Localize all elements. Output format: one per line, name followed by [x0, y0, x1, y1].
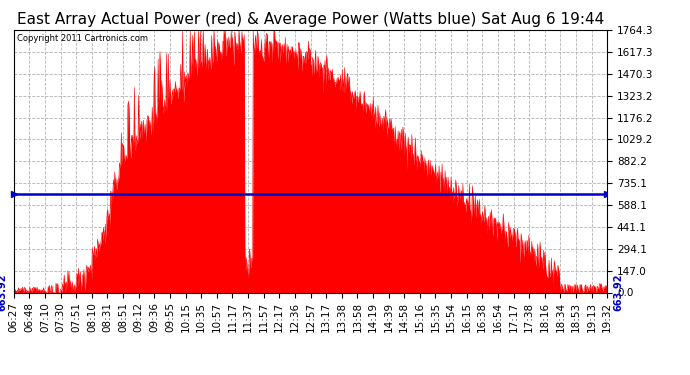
Text: 663.92: 663.92	[0, 274, 8, 311]
Text: 663.92: 663.92	[613, 274, 623, 311]
Text: Copyright 2011 Cartronics.com: Copyright 2011 Cartronics.com	[17, 34, 148, 43]
Title: East Array Actual Power (red) & Average Power (Watts blue) Sat Aug 6 19:44: East Array Actual Power (red) & Average …	[17, 12, 604, 27]
